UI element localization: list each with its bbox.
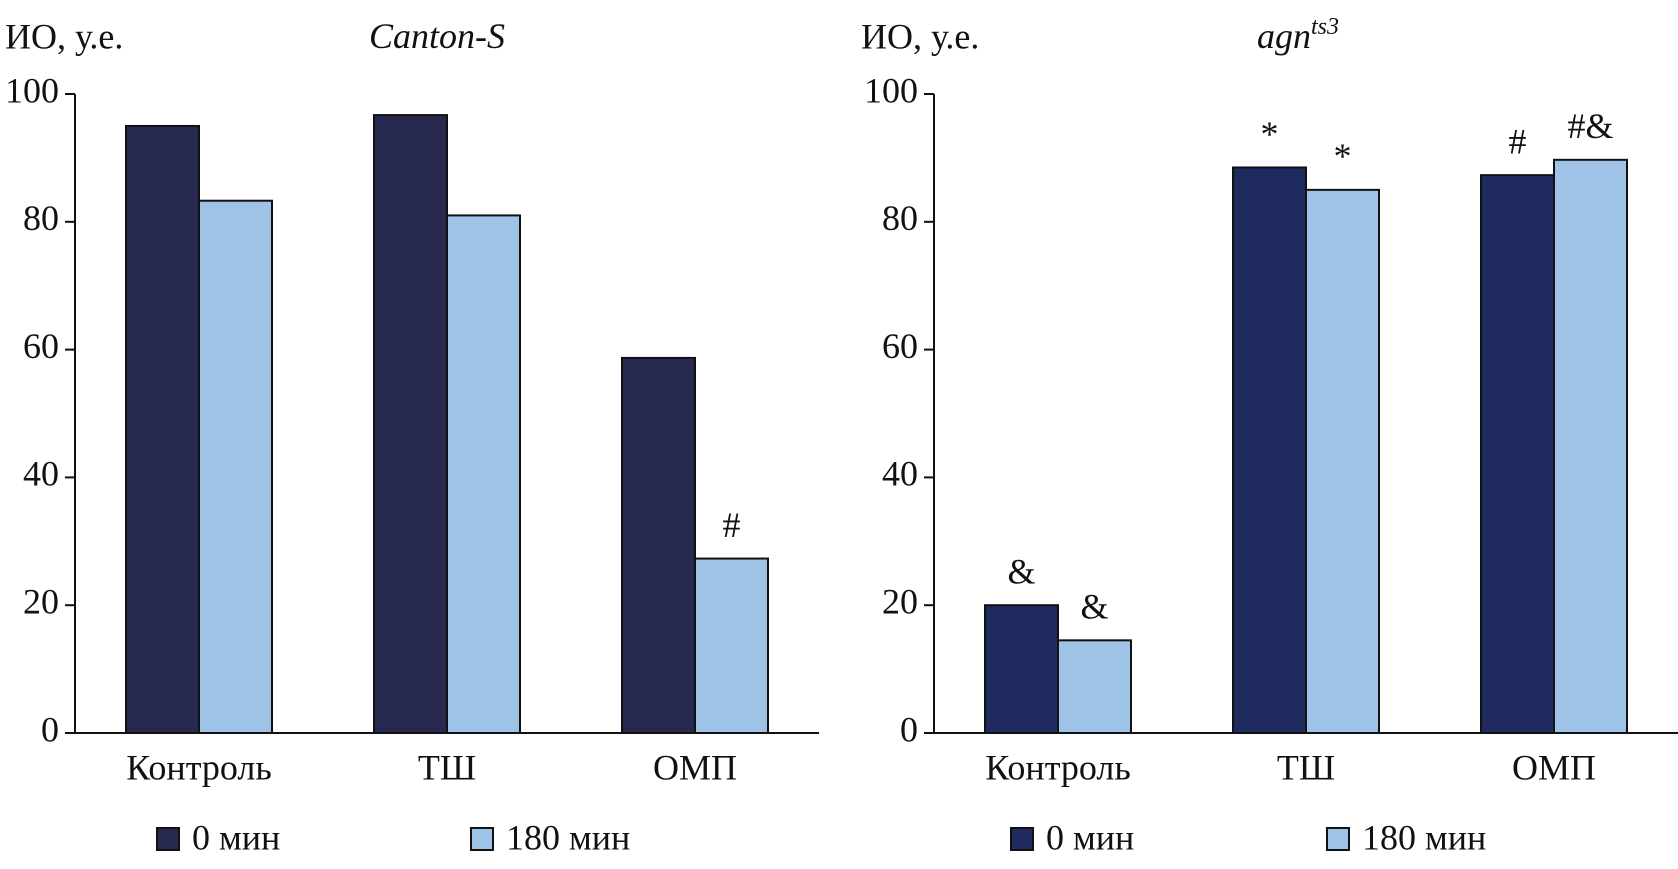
title-text: Canton-S <box>369 16 505 56</box>
bar <box>1232 166 1307 735</box>
y-tick-label: 0 <box>41 709 59 749</box>
bar-annotation: # <box>1509 121 1527 161</box>
bar-annotation: & <box>1007 551 1035 591</box>
legend-label: 180 мин <box>506 817 630 857</box>
y-tick-label: 20 <box>23 581 59 621</box>
y-tick-label: 0 <box>900 709 918 749</box>
legend-label: 0 мин <box>1046 817 1134 857</box>
bar <box>1480 174 1555 734</box>
bar <box>446 214 521 735</box>
legend-swatch <box>156 827 180 851</box>
y-axis-label: ИО, у.е. <box>861 16 979 56</box>
title-text: agn <box>1257 16 1311 56</box>
y-tick-label: 20 <box>882 581 918 621</box>
chart-title: agnts3 <box>1257 14 1339 57</box>
bar-annotation: # <box>723 505 741 545</box>
bar-annotation: * <box>1334 136 1352 176</box>
bar <box>373 114 448 735</box>
bar-annotation: #& <box>1567 106 1613 146</box>
y-tick-label: 60 <box>882 326 918 366</box>
bar <box>1057 639 1132 734</box>
legend-swatch <box>1326 827 1350 851</box>
bar <box>694 557 769 734</box>
y-tick-label: 80 <box>23 198 59 238</box>
x-tick-label: Контроль <box>126 747 272 787</box>
x-tick-label: ТШ <box>1277 747 1335 787</box>
y-tick-label: 60 <box>23 326 59 366</box>
y-tick-label: 100 <box>5 70 59 110</box>
legend-swatch <box>1010 827 1034 851</box>
bar <box>198 199 273 734</box>
title-superscript: ts3 <box>1311 14 1339 40</box>
bar <box>125 124 200 734</box>
bar <box>1305 188 1380 735</box>
x-tick-label: ОМП <box>1512 747 1596 787</box>
y-tick-label: 100 <box>864 70 918 110</box>
x-tick-label: ТШ <box>418 747 476 787</box>
x-tick-label: Контроль <box>985 747 1131 787</box>
y-tick-label: 40 <box>882 454 918 494</box>
y-tick-label: 80 <box>882 198 918 238</box>
x-tick-label: ОМП <box>653 747 737 787</box>
bar-annotation: & <box>1080 587 1108 627</box>
legend-label: 180 мин <box>1362 817 1486 857</box>
y-tick-label: 40 <box>23 454 59 494</box>
bar <box>621 356 696 734</box>
legend-swatch <box>470 827 494 851</box>
legend-label: 0 мин <box>192 817 280 857</box>
y-axis-label: ИО, у.е. <box>5 16 123 56</box>
bar-annotation: * <box>1261 114 1279 154</box>
bar <box>1553 158 1628 734</box>
chart-title: Canton-S <box>369 16 505 56</box>
bar <box>984 604 1059 735</box>
